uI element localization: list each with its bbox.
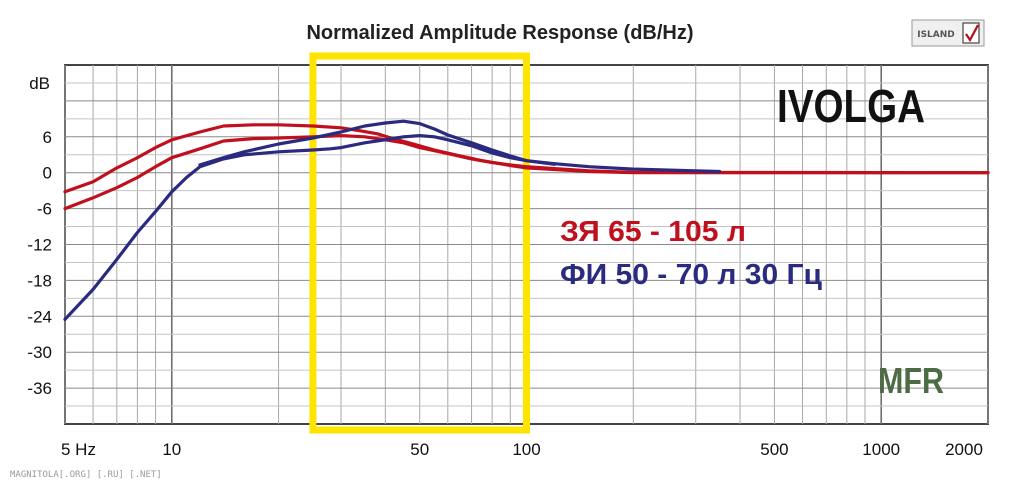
x-tick-label: 2000 [945,440,983,459]
footer-text: MAGNITOLA[.ORG] [.RU] [.NET] [10,470,162,480]
y-tick-label: -6 [37,200,52,219]
x-axis: 5 Hz 10 50 100 500 1000 2000 [61,440,983,459]
y-tick-label: 0 [43,164,52,183]
annotation-bass-reflex: ФИ 50 - 70 л 30 Гц [560,259,822,291]
x-tick-label: 100 [512,440,540,459]
logo-icon: ISLAND [911,19,985,47]
x-tick-label: 1000 [862,440,900,459]
logo-text: ISLAND [917,30,955,40]
x-tick-label: 10 [162,440,181,459]
highlight-frame [309,52,530,434]
y-tick-label: -36 [27,379,52,398]
y-tick-label: -18 [27,271,52,290]
y-tick-label: -30 [27,343,52,362]
x-tick-label: 50 [410,440,429,459]
corner-label: MFR [878,360,944,401]
y-axis: 6 0 -6 -12 -18 -24 -30 -36 [27,128,52,398]
y-tick-label: -24 [27,307,52,326]
x-tick-label: 5 Hz [61,440,96,459]
chart-title: Normalized Amplitude Response (dB/Hz) [306,22,693,44]
series-line-2 [63,134,990,211]
x-tick-label: 500 [760,440,788,459]
series-layer [63,119,990,321]
annotation-closed-box: ЗЯ 65 - 105 л [560,216,746,248]
brand-label: IVOLGA [777,80,925,132]
y-tick-label: -12 [27,236,52,255]
y-axis-unit: dB [29,74,50,93]
y-tick-label: 6 [43,128,52,147]
highlight-layer [309,52,530,434]
series-line-4 [198,119,557,167]
